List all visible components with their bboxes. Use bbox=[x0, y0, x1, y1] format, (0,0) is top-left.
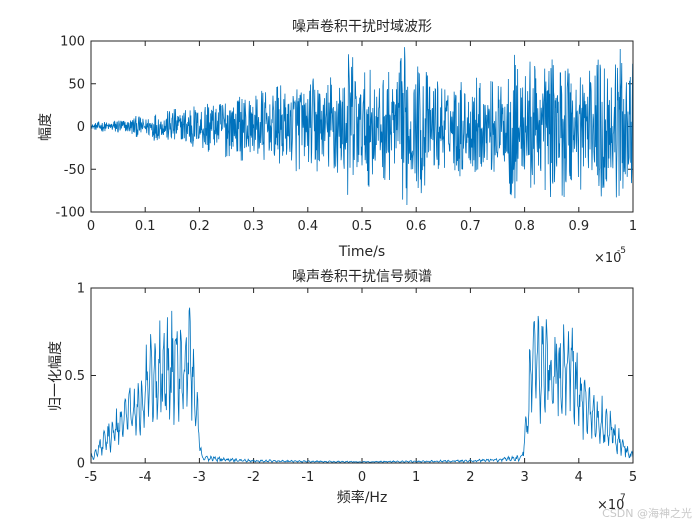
spectrum-x-tick-label: 1 bbox=[412, 470, 420, 485]
time-domain-x-tick-label: 0.5 bbox=[352, 219, 373, 234]
time-domain-x-exponent-base: ×10 bbox=[594, 251, 621, 266]
spectrum-x-tick-label: 5 bbox=[629, 470, 637, 485]
csdn-watermark: CSDN @海神之光 bbox=[602, 507, 692, 520]
spectrum-y-tick-label: 1 bbox=[77, 282, 85, 297]
time-domain-x-tick-label: 0.7 bbox=[460, 219, 481, 234]
time-domain-y-label: 幅度 bbox=[38, 113, 54, 141]
time-domain-y-tick-label: 0 bbox=[77, 120, 85, 135]
time-domain-x-tick-label: 0.9 bbox=[568, 219, 589, 234]
spectrum-x-tick-label: -3 bbox=[193, 470, 206, 485]
spectrum-title: 噪声卷积干扰信号频谱 bbox=[292, 269, 432, 285]
time-domain-x-tick-label: 0.3 bbox=[243, 219, 264, 234]
time-domain-subplot: 噪声卷积干扰时域波形 0 0.1 0.2 0.3 0.4 0.5 0.6 0.7 0.8 0.9 1… bbox=[38, 19, 637, 266]
time-domain-x-label: Time/s bbox=[338, 244, 385, 260]
time-domain-x-tick-label: 1 bbox=[629, 219, 637, 234]
spectrum-series-line bbox=[90, 307, 634, 464]
spectrum-x-tick-label: 4 bbox=[575, 470, 583, 485]
time-domain-x-tick-label: 0.4 bbox=[297, 219, 318, 234]
spectrum-x-label: 频率/Hz bbox=[337, 489, 388, 506]
time-domain-x-tick-label: 0.6 bbox=[406, 219, 427, 234]
spectrum-x-tick-label: -4 bbox=[139, 470, 152, 485]
spectrum-x-tick-label: 2 bbox=[466, 470, 474, 485]
spectrum-axes-box bbox=[90, 287, 634, 464]
time-domain-y-ticks: -100 -50 0 50 100 bbox=[55, 35, 633, 221]
time-domain-y-tick-label: 50 bbox=[68, 77, 85, 92]
time-domain-y-tick-label: -50 bbox=[64, 163, 85, 178]
spectrum-y-label: 归一化幅度 bbox=[47, 341, 64, 411]
time-domain-y-tick-label: -100 bbox=[55, 206, 85, 221]
spectrum-plot-area bbox=[91, 288, 633, 463]
spectrum-y-tick-label: 0 bbox=[77, 457, 85, 472]
spectrum-x-tick-label: -1 bbox=[301, 470, 314, 485]
spectrum-subplot: 噪声卷积干扰信号频谱 -5 -4 -3 -2 -1 0 1 2 3 4 5 00.51 频率/Hz … bbox=[47, 269, 637, 513]
time-domain-x-tick-label: 0.1 bbox=[135, 219, 156, 234]
spectrum-x-exponent: ×10 7 bbox=[597, 493, 626, 513]
time-domain-x-tick-label: 0.8 bbox=[514, 219, 535, 234]
spectrum-x-ticks: -5 -4 -3 -2 -1 0 1 2 3 4 5 bbox=[85, 288, 637, 485]
time-domain-x-tick-label: 0.2 bbox=[189, 219, 210, 234]
spectrum-x-tick-label: 3 bbox=[520, 470, 528, 485]
spectrum-x-exponent-power: 7 bbox=[620, 493, 626, 503]
time-domain-x-exponent: ×10 -5 bbox=[594, 246, 626, 266]
time-domain-series-line bbox=[90, 47, 634, 205]
spectrum-x-tick-label: 0 bbox=[358, 470, 366, 485]
time-domain-x-tick-label: 0 bbox=[87, 219, 95, 234]
spectrum-x-exponent-base: ×10 bbox=[597, 498, 624, 513]
time-domain-x-ticks: 0 0.1 0.2 0.3 0.4 0.5 0.6 0.7 0.8 0.9 1 bbox=[87, 41, 637, 234]
spectrum-x-tick-label: -2 bbox=[247, 470, 260, 485]
time-domain-title: 噪声卷积干扰时域波形 bbox=[292, 19, 432, 35]
spectrum-y-tick-label: 0.5 bbox=[64, 369, 85, 384]
spectrum-x-tick-label: -5 bbox=[85, 470, 98, 485]
time-domain-axes-box bbox=[90, 40, 634, 213]
time-domain-y-tick-label: 100 bbox=[60, 35, 85, 50]
time-domain-x-exponent-power: -5 bbox=[617, 246, 626, 256]
